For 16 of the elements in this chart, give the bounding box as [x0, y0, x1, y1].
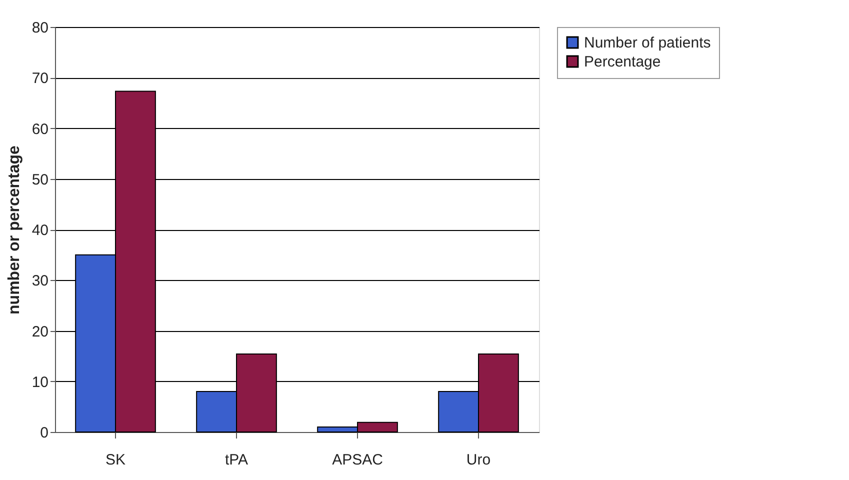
x-tick-label: Uro [466, 452, 491, 468]
y-tick-label: 70 [32, 70, 48, 88]
x-tick-label: APSAC [332, 452, 384, 468]
y-tick-label: 50 [32, 171, 48, 188]
y-tick-label: 40 [32, 222, 48, 239]
y-tick-label: 0 [40, 424, 48, 442]
x-tick-label: SK [105, 452, 126, 468]
y-axis-title: number or percentage [6, 145, 23, 314]
legend-label: Percentage [584, 54, 661, 70]
y-tick-label: 20 [32, 323, 48, 340]
y-tick-label: 30 [32, 272, 48, 290]
y-tick-label: 80 [32, 20, 48, 36]
y-tick-label: 10 [32, 374, 48, 391]
legend-label: Number of patients [584, 34, 711, 52]
x-tick-label: tPA [224, 452, 248, 468]
y-tick-label: 60 [32, 120, 48, 138]
